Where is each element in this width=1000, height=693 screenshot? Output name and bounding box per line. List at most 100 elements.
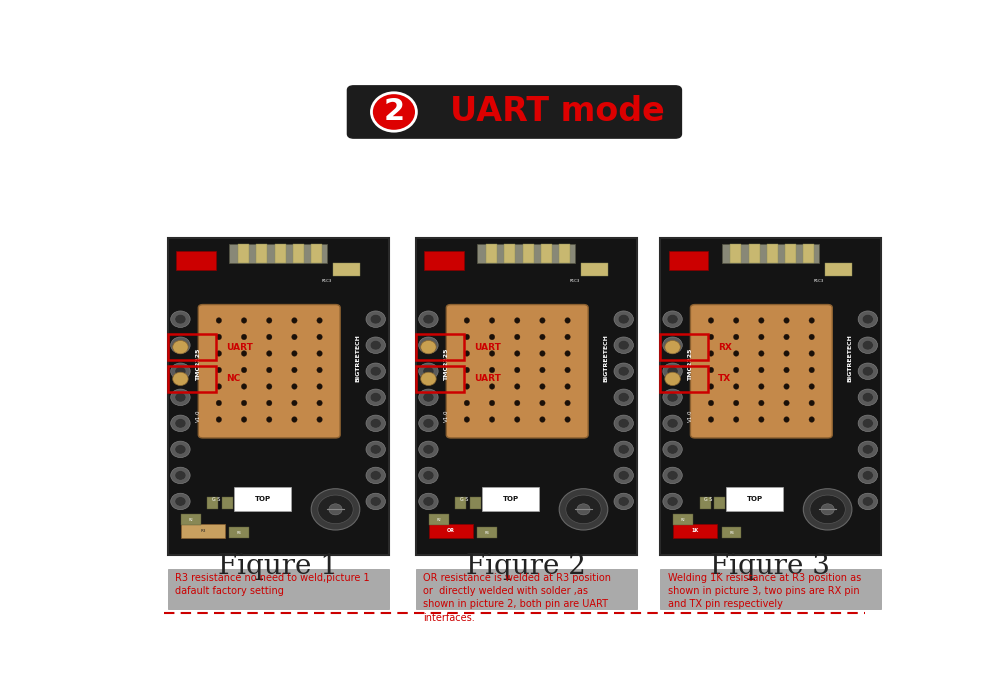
Bar bbox=[168, 569, 388, 608]
Text: UART: UART bbox=[474, 342, 501, 351]
Bar bbox=[181, 524, 225, 538]
Ellipse shape bbox=[614, 389, 633, 405]
Ellipse shape bbox=[419, 389, 438, 405]
Text: G S: G S bbox=[704, 498, 713, 502]
Bar bbox=[581, 263, 608, 276]
Ellipse shape bbox=[489, 351, 495, 356]
FancyBboxPatch shape bbox=[198, 304, 340, 438]
Ellipse shape bbox=[540, 400, 545, 406]
Text: TOP: TOP bbox=[255, 496, 271, 502]
Text: R2: R2 bbox=[436, 518, 441, 522]
Bar bbox=[559, 244, 570, 263]
Ellipse shape bbox=[759, 334, 764, 340]
Ellipse shape bbox=[665, 372, 680, 385]
Bar bbox=[749, 244, 760, 263]
Ellipse shape bbox=[784, 384, 789, 389]
Bar bbox=[726, 487, 783, 511]
Ellipse shape bbox=[663, 389, 682, 405]
Ellipse shape bbox=[241, 416, 247, 422]
Bar bbox=[229, 527, 249, 538]
Ellipse shape bbox=[423, 471, 434, 480]
Ellipse shape bbox=[366, 441, 385, 457]
Bar bbox=[785, 244, 796, 263]
Ellipse shape bbox=[618, 392, 629, 402]
Ellipse shape bbox=[667, 392, 678, 402]
Ellipse shape bbox=[514, 334, 520, 340]
Text: R1C3: R1C3 bbox=[814, 279, 824, 283]
Ellipse shape bbox=[171, 493, 190, 509]
Ellipse shape bbox=[618, 471, 629, 480]
Ellipse shape bbox=[733, 400, 739, 406]
Bar bbox=[660, 366, 708, 392]
Ellipse shape bbox=[292, 317, 297, 324]
Ellipse shape bbox=[858, 415, 878, 432]
Text: R1C3: R1C3 bbox=[569, 279, 580, 283]
FancyBboxPatch shape bbox=[690, 304, 832, 438]
Ellipse shape bbox=[663, 363, 682, 380]
Ellipse shape bbox=[241, 367, 247, 373]
Ellipse shape bbox=[419, 363, 438, 380]
Text: R4: R4 bbox=[729, 531, 734, 534]
Bar bbox=[207, 497, 218, 509]
Text: R4: R4 bbox=[485, 531, 490, 534]
Ellipse shape bbox=[175, 471, 186, 480]
Text: G S: G S bbox=[460, 498, 468, 502]
Bar bbox=[256, 244, 267, 263]
Ellipse shape bbox=[514, 416, 520, 422]
Ellipse shape bbox=[858, 493, 878, 509]
Ellipse shape bbox=[317, 351, 322, 356]
Text: V1.0: V1.0 bbox=[688, 410, 693, 422]
Ellipse shape bbox=[241, 334, 247, 340]
Bar bbox=[416, 238, 637, 555]
Ellipse shape bbox=[423, 497, 434, 506]
Ellipse shape bbox=[663, 441, 682, 457]
Ellipse shape bbox=[464, 416, 470, 422]
Ellipse shape bbox=[565, 367, 570, 373]
Ellipse shape bbox=[419, 441, 438, 457]
Ellipse shape bbox=[708, 367, 714, 373]
Ellipse shape bbox=[317, 367, 322, 373]
Ellipse shape bbox=[464, 400, 470, 406]
Ellipse shape bbox=[419, 311, 438, 327]
Ellipse shape bbox=[489, 334, 495, 340]
Ellipse shape bbox=[809, 334, 814, 340]
Ellipse shape bbox=[810, 495, 845, 524]
Bar bbox=[222, 497, 233, 509]
Ellipse shape bbox=[565, 400, 570, 406]
Ellipse shape bbox=[489, 416, 495, 422]
Bar bbox=[486, 244, 497, 263]
Ellipse shape bbox=[241, 317, 247, 324]
Text: 1K: 1K bbox=[692, 529, 699, 534]
Ellipse shape bbox=[464, 334, 470, 340]
Ellipse shape bbox=[566, 495, 601, 524]
Ellipse shape bbox=[540, 334, 545, 340]
Ellipse shape bbox=[540, 317, 545, 324]
Ellipse shape bbox=[317, 384, 322, 389]
Ellipse shape bbox=[667, 367, 678, 376]
Ellipse shape bbox=[514, 384, 520, 389]
Ellipse shape bbox=[423, 445, 434, 454]
Text: Fiqure 3: Fiqure 3 bbox=[710, 552, 830, 579]
Text: OR: OR bbox=[447, 529, 455, 534]
Ellipse shape bbox=[733, 334, 739, 340]
Ellipse shape bbox=[216, 351, 222, 356]
Ellipse shape bbox=[419, 467, 438, 484]
Ellipse shape bbox=[708, 334, 714, 340]
Ellipse shape bbox=[809, 400, 814, 406]
Bar bbox=[429, 524, 473, 538]
Ellipse shape bbox=[565, 334, 570, 340]
Ellipse shape bbox=[614, 493, 633, 509]
Ellipse shape bbox=[809, 367, 814, 373]
Ellipse shape bbox=[419, 337, 438, 353]
Ellipse shape bbox=[464, 317, 470, 324]
Ellipse shape bbox=[370, 471, 381, 480]
Ellipse shape bbox=[489, 384, 495, 389]
FancyBboxPatch shape bbox=[347, 86, 681, 138]
Ellipse shape bbox=[667, 471, 678, 480]
Ellipse shape bbox=[423, 392, 434, 402]
Ellipse shape bbox=[784, 416, 789, 422]
Bar bbox=[238, 244, 249, 263]
Ellipse shape bbox=[862, 392, 873, 402]
Ellipse shape bbox=[614, 441, 633, 457]
FancyBboxPatch shape bbox=[446, 304, 588, 438]
